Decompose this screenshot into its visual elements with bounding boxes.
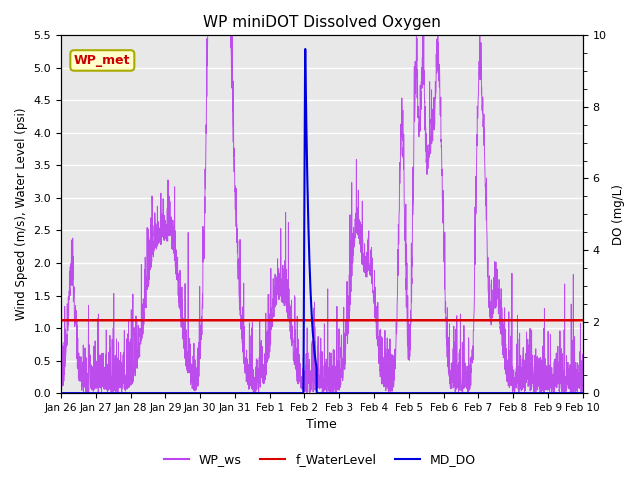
Title: WP miniDOT Dissolved Oxygen: WP miniDOT Dissolved Oxygen [203, 15, 441, 30]
Y-axis label: Wind Speed (m/s), Water Level (psi): Wind Speed (m/s), Water Level (psi) [15, 108, 28, 321]
Legend: WP_ws, f_WaterLevel, MD_DO: WP_ws, f_WaterLevel, MD_DO [159, 448, 481, 471]
Text: WP_met: WP_met [74, 54, 131, 67]
Y-axis label: DO (mg/L): DO (mg/L) [612, 184, 625, 245]
X-axis label: Time: Time [307, 419, 337, 432]
